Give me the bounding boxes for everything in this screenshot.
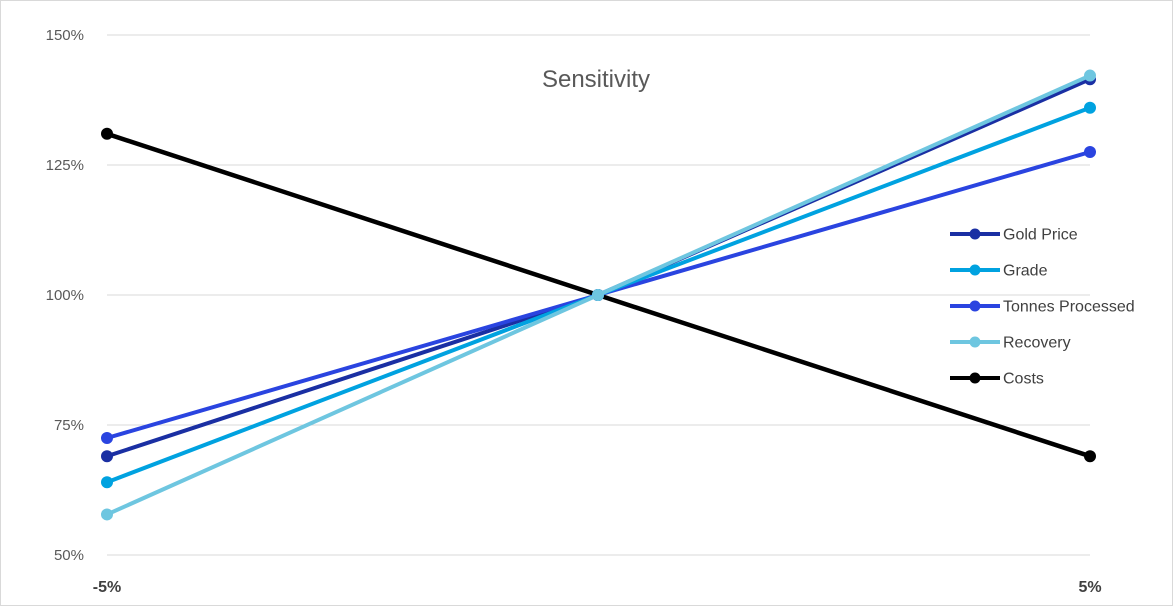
data-point xyxy=(1084,450,1096,463)
legend-item: Recovery xyxy=(950,335,1071,352)
data-point xyxy=(1084,146,1096,158)
legend-swatch-marker xyxy=(969,300,981,312)
y-axis-ticks: 50% 75% 100% 125% 150% xyxy=(46,27,84,564)
legend-label: Recovery xyxy=(1003,335,1071,352)
data-point xyxy=(1084,101,1096,114)
y-tick-label: 50% xyxy=(54,547,84,564)
data-point xyxy=(101,476,113,489)
data-point xyxy=(101,127,113,140)
series-recovery xyxy=(101,69,1096,521)
gridlines xyxy=(107,34,1090,556)
y-tick-label: 100% xyxy=(46,287,84,304)
legend-item: Tonnes Processed xyxy=(950,299,1135,316)
legend-label: Costs xyxy=(1003,371,1044,388)
legend-label: Grade xyxy=(1003,263,1048,280)
data-point xyxy=(101,450,113,463)
x-axis-ticks: -5% 5% xyxy=(93,579,1102,596)
y-tick-label: 150% xyxy=(46,27,84,44)
series-lines xyxy=(101,69,1096,521)
legend-item: Grade xyxy=(950,263,1048,280)
y-tick-label: 75% xyxy=(54,417,84,434)
legend-item: Costs xyxy=(950,371,1044,388)
legend-swatch-marker xyxy=(969,264,981,276)
legend-label: Gold Price xyxy=(1003,227,1078,244)
legend-swatch-marker xyxy=(969,336,981,348)
legend: Gold Price Grade Tonnes Processed Recovery C… xyxy=(950,227,1135,388)
chart-title: Sensitivity xyxy=(542,66,650,93)
legend-swatch-marker xyxy=(969,372,981,384)
legend-label: Tonnes Processed xyxy=(1003,299,1135,316)
x-tick-label: -5% xyxy=(93,579,121,596)
data-point xyxy=(1084,69,1096,82)
y-tick-label: 125% xyxy=(46,157,84,174)
x-tick-label: 5% xyxy=(1078,579,1101,596)
legend-swatch-marker xyxy=(969,228,981,240)
data-point xyxy=(592,289,604,301)
data-point xyxy=(101,432,113,444)
data-point xyxy=(101,508,113,521)
legend-item: Gold Price xyxy=(950,227,1078,244)
